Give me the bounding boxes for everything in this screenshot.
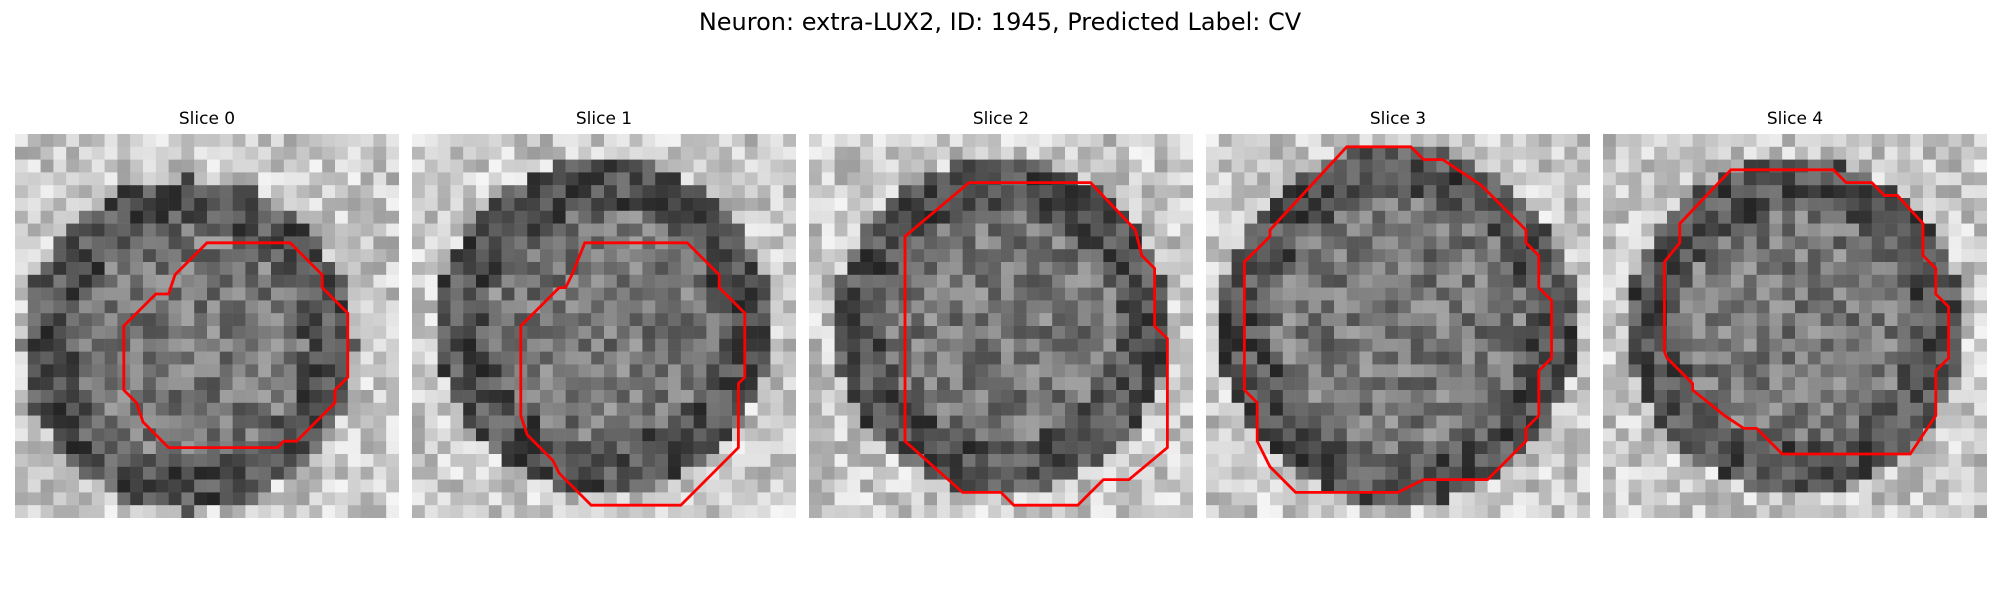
slice-panel-1: Slice 1 — [412, 108, 796, 528]
grayscale-pixels — [1206, 134, 1590, 518]
slice-image — [1603, 134, 1987, 518]
slice-title: Slice 1 — [575, 109, 633, 129]
roi-contour — [1242, 145, 1554, 494]
slice-title: Slice 0 — [178, 109, 236, 129]
slice-image — [412, 134, 796, 518]
grayscale-pixels — [412, 134, 796, 518]
slice-title: Slice 3 — [1369, 109, 1427, 129]
slice-image — [1206, 134, 1590, 518]
roi-contour — [903, 181, 1169, 507]
slice-panel-2: Slice 2 — [809, 108, 1193, 528]
slice-image — [809, 134, 1193, 518]
roi-contour — [1663, 168, 1951, 456]
slice-panel-3: Slice 3 — [1206, 108, 1590, 528]
roi-contour — [122, 241, 350, 450]
slice-title: Slice 4 — [1766, 109, 1824, 129]
figure-title: Neuron: extra-LUX2, ID: 1945, Predicted … — [698, 8, 1302, 36]
slice-panel-0: Slice 0 — [15, 108, 399, 528]
slice-image — [15, 134, 399, 518]
grayscale-pixels — [15, 134, 399, 518]
roi-contour — [519, 241, 747, 507]
slice-panel-4: Slice 4 — [1603, 108, 1987, 528]
slice-title: Slice 2 — [972, 109, 1030, 129]
grayscale-pixels — [1603, 134, 1987, 518]
grayscale-pixels — [809, 134, 1193, 518]
